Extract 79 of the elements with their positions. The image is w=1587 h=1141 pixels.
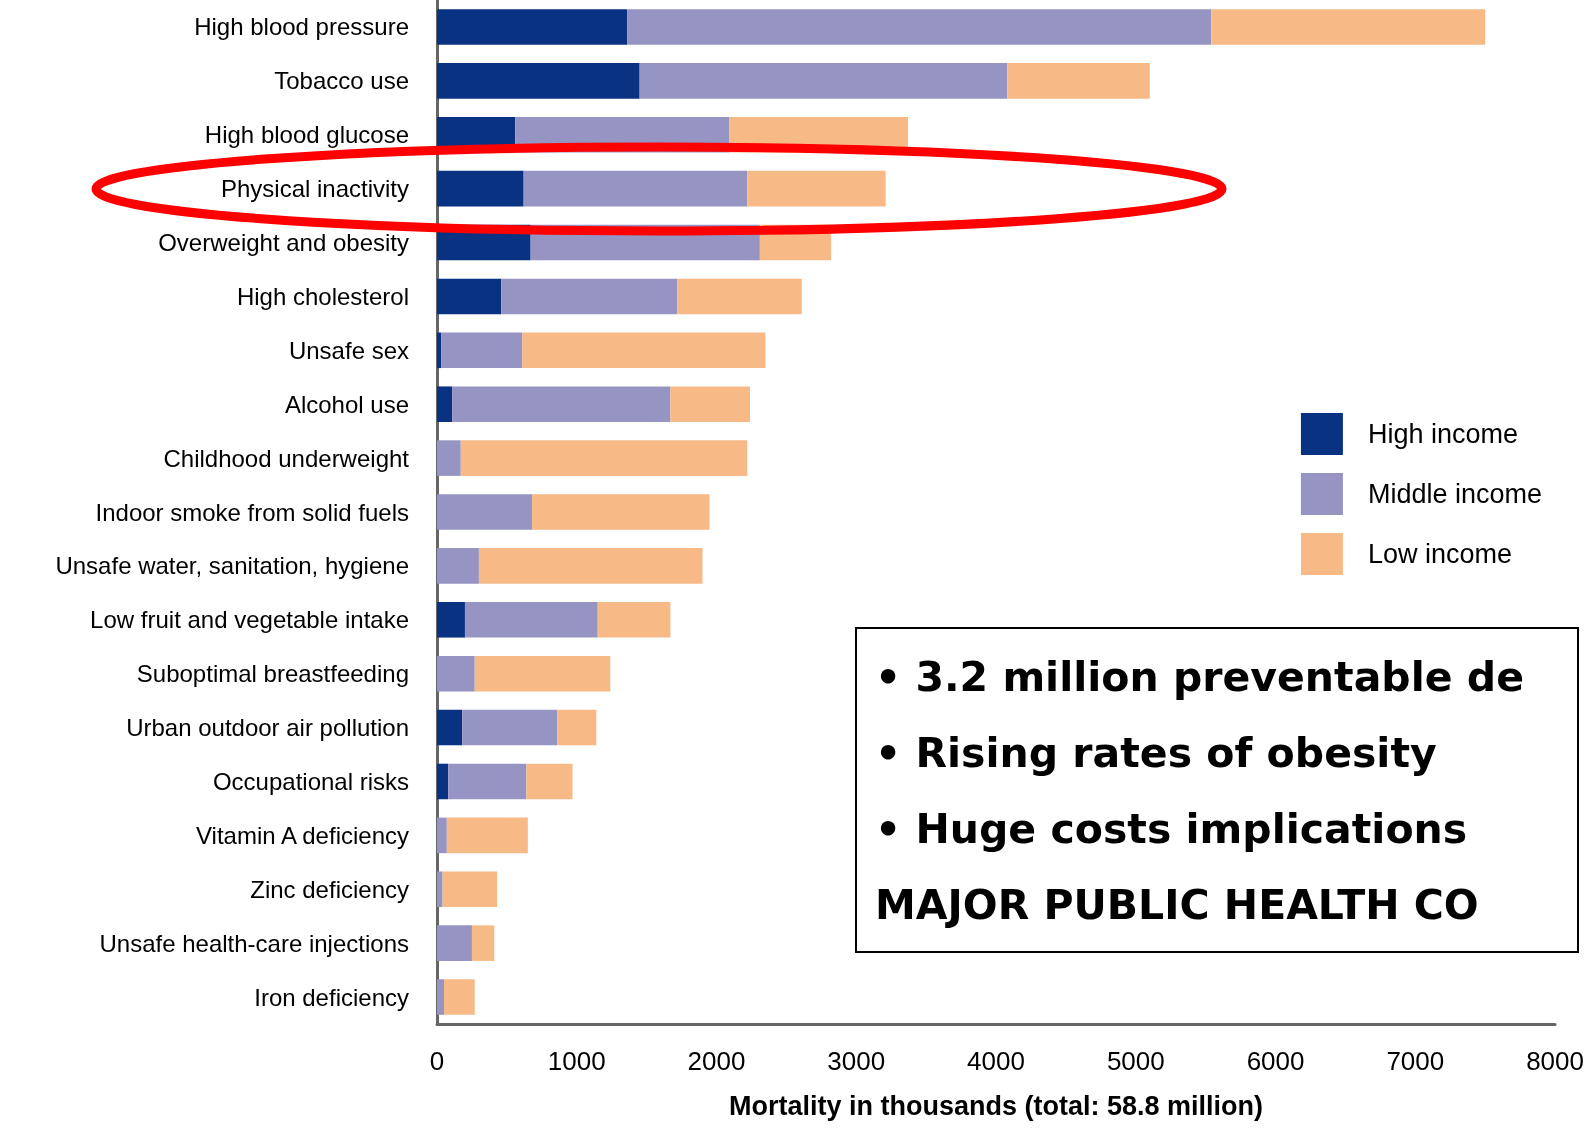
x-tick-label: 2000 (687, 1046, 746, 1076)
bar (448, 763, 527, 800)
bar (460, 440, 748, 476)
bar (437, 170, 524, 207)
y-tick-label: Unsafe water, sanitation, hygiene (55, 552, 409, 580)
bar (523, 170, 748, 207)
bar (474, 655, 611, 692)
bar (1007, 63, 1150, 99)
y-tick-label: Physical inactivity (220, 175, 409, 203)
y-tick-label: High blood glucose (204, 121, 409, 149)
bar (443, 979, 475, 1015)
bar (597, 602, 671, 638)
bar (627, 9, 1212, 45)
y-tick-label: Iron deficiency (254, 983, 409, 1011)
y-tick-label: Suboptimal breastfeeding (136, 660, 409, 688)
legend-label: High income (1367, 419, 1518, 449)
bar (446, 817, 528, 854)
bar (437, 440, 461, 476)
bar (437, 979, 444, 1015)
x-tick-label: 8000 (1526, 1046, 1584, 1076)
bar (532, 494, 710, 530)
bar (437, 817, 447, 854)
x-axis-title: Mortality in thousands (total: 58.8 million) (729, 1090, 1264, 1121)
y-tick-label: Indoor smoke from solid fuels (95, 498, 409, 526)
legend-label: Middle income (1367, 479, 1542, 509)
bar (441, 332, 523, 369)
y-tick-label: Tobacco use (274, 67, 409, 95)
bar (437, 602, 465, 638)
bar (670, 386, 751, 422)
bar (478, 548, 703, 584)
x-tick-label: 5000 (1106, 1046, 1165, 1076)
bar (526, 763, 573, 800)
y-tick-label: Unsafe health-care injections (99, 929, 409, 957)
y-tick-label: Low fruit and vegetable intake (90, 606, 409, 634)
annotation: MAJOR PUBLIC HEALTH CO (875, 880, 1480, 931)
bar (437, 709, 463, 746)
bar (639, 63, 1008, 99)
bar (437, 763, 449, 800)
y-tick-label: High cholesterol (236, 282, 409, 310)
y-tick-label: Occupational risks (212, 767, 409, 795)
y-tick-label: Zinc deficiency (250, 875, 409, 903)
bar (462, 709, 558, 746)
legend-label: Low income (1367, 539, 1512, 569)
x-tick-label: 0 (429, 1046, 445, 1076)
bar (677, 278, 802, 315)
y-tick-label: Overweight and obesity (158, 229, 409, 257)
bar (442, 871, 498, 908)
y-tick-label: Vitamin A deficiency (195, 821, 409, 849)
x-tick-label: 3000 (827, 1046, 886, 1076)
x-tick-label: 4000 (967, 1046, 1025, 1076)
bar (437, 925, 472, 961)
bar (522, 332, 766, 369)
annotation: • Huge costs implications (875, 804, 1469, 855)
bar (464, 602, 598, 638)
bar (437, 548, 479, 584)
annotation: • 3.2 million preventable de (875, 652, 1525, 703)
bar (1211, 9, 1486, 45)
bar (557, 709, 597, 746)
bar (452, 386, 671, 422)
y-tick-label: Urban outdoor air pollution (126, 714, 409, 742)
x-tick-label: 1000 (547, 1046, 606, 1076)
y-tick-label: Childhood underweight (163, 444, 410, 472)
x-tick-label: 7000 (1386, 1046, 1445, 1076)
bar (437, 871, 443, 908)
y-tick-label: Alcohol use (284, 390, 409, 418)
y-tick-label: Unsafe sex (288, 336, 409, 364)
x-tick-label: 6000 (1246, 1046, 1305, 1076)
bar (471, 925, 495, 961)
bar (437, 494, 533, 530)
bar (437, 278, 502, 315)
bar (437, 386, 453, 422)
bar (437, 655, 475, 692)
bar (437, 63, 640, 99)
bar (501, 278, 678, 315)
bar (437, 9, 628, 45)
bar (747, 170, 886, 207)
y-tick-label: High blood pressure (194, 13, 409, 41)
annotation: • Rising rates of obesity (875, 728, 1438, 779)
bar (437, 332, 442, 369)
